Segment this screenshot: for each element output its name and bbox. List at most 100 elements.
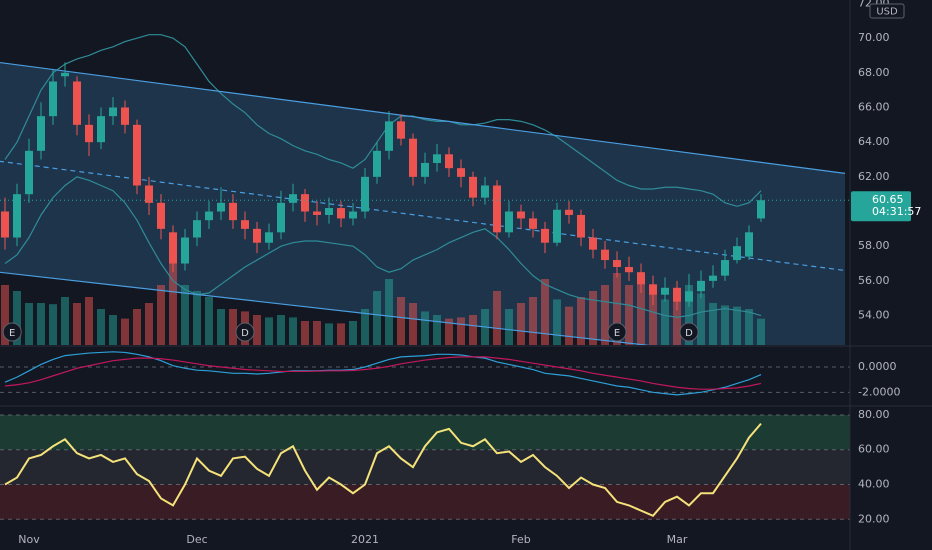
last-price-box bbox=[851, 191, 911, 222]
indicator-line bbox=[4, 356, 762, 390]
x-tick-label: 2021 bbox=[351, 533, 379, 546]
candle-body bbox=[13, 194, 21, 238]
volume-bar bbox=[229, 309, 237, 345]
channel-line bbox=[0, 271, 651, 345]
candle-body bbox=[505, 211, 513, 233]
candle-body bbox=[469, 176, 477, 198]
candle-body bbox=[373, 150, 381, 177]
candle-body bbox=[265, 232, 273, 243]
candle-body bbox=[37, 116, 45, 151]
candle-body bbox=[493, 185, 501, 233]
volume-bar bbox=[85, 297, 93, 345]
volume-bar bbox=[277, 315, 285, 345]
candle-body bbox=[709, 275, 717, 281]
volume-bar bbox=[625, 285, 633, 345]
y-tick-label: 60.00 bbox=[858, 443, 890, 456]
candle-body bbox=[145, 185, 153, 203]
candle-body bbox=[253, 228, 261, 243]
volume-bar bbox=[577, 297, 585, 345]
volume-bar bbox=[49, 304, 57, 345]
volume-bar bbox=[73, 303, 81, 345]
candle-body bbox=[337, 208, 345, 219]
volume-bar bbox=[721, 305, 729, 345]
candle-body bbox=[673, 287, 681, 302]
event-marker bbox=[235, 322, 255, 342]
volume-bar bbox=[253, 315, 261, 345]
volume-bar bbox=[97, 309, 105, 345]
rsi-pane bbox=[0, 414, 850, 520]
y-tick-label: 70.00 bbox=[858, 31, 890, 44]
channel-line bbox=[0, 160, 846, 272]
volume-bar bbox=[13, 291, 21, 345]
event-label: D bbox=[685, 328, 693, 339]
volume-bar bbox=[433, 315, 441, 345]
candle-body bbox=[289, 194, 297, 203]
x-tick-label: Mar bbox=[667, 533, 688, 546]
candle-body bbox=[637, 272, 645, 285]
y-tick-label: 40.00 bbox=[858, 478, 890, 491]
candle-body bbox=[433, 154, 441, 163]
volume-bar bbox=[517, 303, 525, 345]
bollinger-band bbox=[4, 176, 762, 318]
volume-bar bbox=[289, 317, 297, 345]
candle-body bbox=[613, 260, 621, 267]
countdown: 04:31:57 bbox=[872, 205, 921, 218]
volume-bar bbox=[505, 309, 513, 345]
rsi-zone bbox=[0, 414, 850, 450]
volume-bar bbox=[313, 321, 321, 345]
volume-bar bbox=[1, 285, 9, 345]
volume-bar bbox=[37, 303, 45, 345]
candle-body bbox=[109, 107, 117, 117]
candle-body bbox=[577, 214, 585, 238]
candle-body bbox=[205, 211, 213, 221]
volume-bar bbox=[301, 321, 309, 345]
candle-body bbox=[445, 154, 453, 169]
volume-bar bbox=[445, 318, 453, 345]
volume-bar bbox=[265, 317, 273, 345]
candle-body bbox=[73, 81, 81, 125]
candle-body bbox=[49, 81, 57, 117]
candle-body bbox=[97, 116, 105, 143]
volume-bar bbox=[169, 255, 177, 345]
event-marker bbox=[2, 322, 22, 342]
volume-bar bbox=[397, 297, 405, 345]
volume-bar bbox=[109, 315, 117, 345]
y-tick-label: 64.00 bbox=[858, 135, 890, 148]
rsi-zone bbox=[0, 449, 850, 485]
volume-bar bbox=[709, 303, 717, 345]
volume-bar bbox=[361, 309, 369, 345]
x-tick-label: Nov bbox=[18, 533, 40, 546]
candle-body bbox=[745, 232, 753, 257]
volume-bar bbox=[193, 291, 201, 345]
x-tick-label: Feb bbox=[511, 533, 530, 546]
y-tick-label: -2.0000 bbox=[858, 385, 900, 398]
candle-body bbox=[661, 287, 669, 295]
candle-body bbox=[565, 209, 573, 215]
last-price-label: 60.65 bbox=[872, 193, 904, 206]
volume-bar bbox=[613, 273, 621, 345]
volume-bar bbox=[493, 291, 501, 345]
bollinger-band bbox=[4, 34, 762, 207]
channel-line bbox=[0, 61, 846, 174]
volume-bar bbox=[673, 297, 681, 345]
y-tick-label: 66.00 bbox=[858, 100, 890, 113]
candle-body bbox=[217, 202, 225, 212]
volume-bar bbox=[589, 291, 597, 345]
indicator-line bbox=[4, 351, 762, 396]
candle-body bbox=[361, 176, 369, 212]
volume-bar bbox=[133, 309, 141, 345]
volume-bar bbox=[205, 297, 213, 345]
volume-bar bbox=[121, 318, 129, 345]
volume-bar bbox=[25, 303, 33, 345]
candle-body bbox=[757, 200, 765, 219]
y-tick-label: 0.0000 bbox=[858, 360, 897, 373]
volume-bar bbox=[217, 309, 225, 345]
volume-bar bbox=[409, 303, 417, 345]
channel-fill bbox=[0, 62, 845, 345]
candle-body bbox=[349, 211, 357, 219]
candle-body bbox=[277, 202, 285, 233]
candle-body bbox=[601, 249, 609, 261]
